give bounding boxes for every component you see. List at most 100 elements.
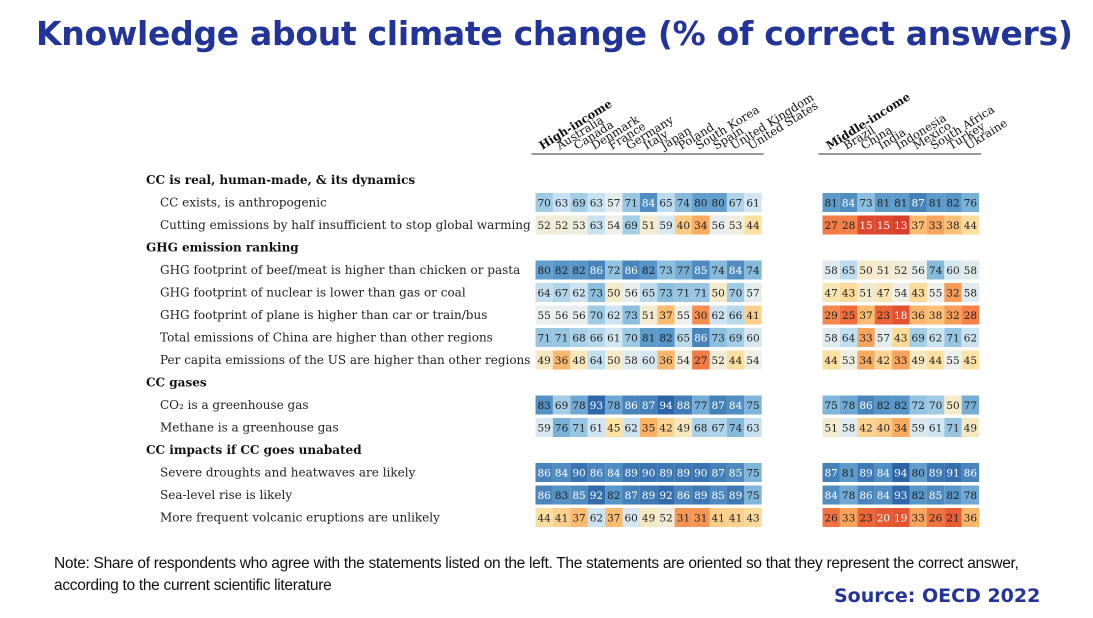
cell-value-label: 62	[607, 310, 620, 322]
cell-value-label: 85	[694, 265, 707, 277]
heatmap-cell-high-income	[639, 485, 658, 505]
heatmap-cell-middle-income	[944, 418, 962, 437]
cell-value-label: 77	[677, 265, 690, 277]
cell-value-label: 36	[912, 310, 926, 322]
heatmap-cell-middle-income	[839, 305, 858, 325]
heatmap-cell-middle-income	[944, 463, 962, 482]
cell-value-label: 85	[929, 490, 942, 502]
cell-value-label: 48	[572, 355, 585, 367]
cell-value-label: 44	[538, 513, 552, 525]
cell-value-label: 62	[625, 423, 638, 435]
cell-value-label: 34	[894, 423, 908, 435]
cell-value-label: 50	[712, 288, 725, 300]
cell-value-label: 59	[659, 220, 672, 232]
cell-value-label: 37	[912, 220, 925, 232]
cell-value-label: 28	[964, 310, 977, 322]
heatmap-cell-middle-income	[839, 283, 858, 302]
heatmap-cell-middle-income	[909, 260, 927, 280]
cell-value-label: 73	[625, 310, 638, 322]
heatmap-cell-high-income	[552, 260, 571, 280]
cell-value-label: 26	[929, 513, 943, 525]
cell-value-label: 65	[677, 333, 690, 345]
heatmap-cell-middle-income	[857, 395, 875, 415]
row-label: CC exists, is anthropogenic	[160, 196, 327, 210]
heatmap-cell-high-income	[587, 485, 606, 505]
section-heading-cc-impacts-if-cc-goes-unabated: CC impacts if CC goes unabated	[146, 443, 362, 457]
cell-value-label: 86	[625, 265, 639, 277]
cell-value-label: 20	[877, 513, 890, 525]
cell-value-label: 43	[746, 513, 759, 525]
heatmap-cell-high-income	[657, 485, 675, 505]
cell-value-label: 80	[694, 198, 707, 210]
heatmap-cell-high-income	[744, 350, 762, 370]
cell-value-label: 33	[894, 355, 907, 367]
heatmap-cell-middle-income	[892, 418, 910, 437]
cell-value-label: 64	[590, 355, 604, 367]
cell-value-label: 92	[659, 490, 672, 502]
heatmap-cell-middle-income	[926, 283, 945, 302]
heatmap-cell-high-income	[657, 260, 675, 280]
cell-value-label: 56	[712, 220, 726, 232]
cell-value-label: 75	[746, 490, 759, 502]
heatmap-cell-high-income	[692, 215, 710, 235]
heatmap-cell-high-income	[552, 418, 571, 437]
heatmap-cell-middle-income	[926, 418, 945, 437]
heatmap-cell-high-income	[744, 193, 762, 212]
heatmap-cell-high-income	[709, 283, 727, 302]
cell-value-label: 73	[859, 198, 872, 210]
cell-value-label: 51	[859, 288, 872, 300]
cell-value-label: 71	[677, 288, 690, 300]
heatmap-cell-high-income	[744, 328, 762, 347]
cell-value-label: 55	[677, 310, 690, 322]
heatmap-cell-high-income	[709, 305, 727, 325]
heatmap-cell-middle-income	[874, 193, 893, 212]
heatmap-cell-high-income	[535, 328, 553, 347]
heatmap-cell-high-income	[726, 328, 745, 347]
heatmap-cell-high-income	[552, 305, 571, 325]
heatmap-cell-high-income	[552, 463, 571, 482]
row-label: GHG footprint of plane is higher than ca…	[160, 308, 487, 322]
cell-value-label: 85	[712, 490, 725, 502]
heatmap-cell-middle-income	[926, 350, 945, 370]
heatmap-cell-high-income	[570, 193, 588, 212]
cell-value-label: 81	[929, 198, 942, 210]
cell-value-label: 77	[694, 400, 707, 412]
heatmap-cell-high-income	[622, 463, 640, 482]
cell-value-label: 61	[607, 333, 620, 345]
heatmap-cell-middle-income	[857, 215, 875, 235]
heatmap-cell-high-income	[587, 508, 606, 527]
cell-value-label: 60	[625, 513, 638, 525]
cell-value-label: 87	[912, 198, 925, 210]
cell-value-label: 37	[859, 310, 872, 322]
heatmap-cell-middle-income	[892, 260, 910, 280]
heatmap-cell-high-income	[657, 463, 675, 482]
heatmap-cell-middle-income	[892, 485, 910, 505]
heatmap-cell-high-income	[535, 508, 553, 527]
cell-value-label: 50	[946, 400, 959, 412]
heatmap-cell-middle-income	[926, 193, 945, 212]
cell-value-label: 19	[894, 513, 907, 525]
heatmap-cell-middle-income	[822, 508, 840, 527]
cell-value-label: 62	[572, 288, 585, 300]
cell-value-label: 66	[590, 333, 604, 345]
cell-value-label: 71	[625, 198, 638, 210]
heatmap-cell-high-income	[552, 350, 571, 370]
cell-value-label: 71	[538, 333, 551, 345]
heatmap-cell-middle-income	[961, 328, 980, 347]
cell-value-label: 49	[677, 423, 690, 435]
cell-value-label: 38	[946, 220, 959, 232]
cell-value-label: 78	[964, 490, 977, 502]
heatmap-cell-middle-income	[944, 193, 962, 212]
cell-value-label: 56	[912, 265, 926, 277]
heatmap-cell-high-income	[605, 215, 623, 235]
heatmap-cell-middle-income	[822, 215, 840, 235]
heatmap-row-ghg-footprint-of-beef-meat-is-higher-than-chicken-or-pasta: GHG footprint of beef/meat is higher tha…	[160, 260, 980, 280]
section-heading-ghg-emission-ranking: GHG emission ranking	[146, 241, 299, 255]
cell-value-label: 85	[729, 468, 742, 480]
cell-value-label: 58	[842, 423, 855, 435]
cell-value-label: 41	[746, 310, 759, 322]
cell-value-label: 89	[677, 468, 690, 480]
cell-value-label: 37	[659, 310, 672, 322]
cell-value-label: 37	[572, 513, 585, 525]
cell-value-label: 44	[964, 220, 978, 232]
